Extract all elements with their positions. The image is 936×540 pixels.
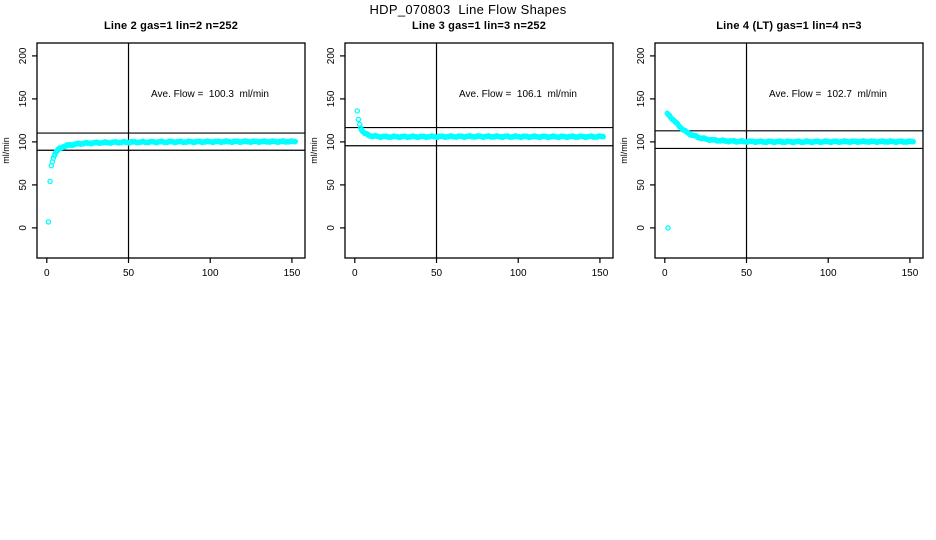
y-tick-label: 200	[18, 47, 29, 64]
y-tick-label: 100	[18, 133, 29, 150]
data-point	[355, 116, 362, 123]
plot-frame	[654, 42, 924, 259]
y-tick-label: 50	[18, 179, 29, 191]
panel-line-4: Line 4 (LT) gas=1 lin=4 n=3 Ave. Flow = …	[618, 20, 936, 308]
y-tick-label: 150	[326, 90, 337, 107]
data-point	[47, 178, 53, 185]
y-axis: 0 50 100 150 200	[636, 47, 655, 231]
x-axis: 0 50 100 150	[44, 258, 301, 279]
x-tick-label: 100	[820, 268, 837, 279]
page-title: HDP_070803 Line Flow Shapes	[369, 2, 567, 17]
y-tick-label: 50	[636, 179, 647, 191]
plot-frame	[344, 42, 614, 259]
y-tick-label: 200	[636, 47, 647, 64]
data-point	[600, 133, 606, 140]
data-point	[292, 138, 298, 145]
data-point	[910, 138, 916, 145]
y-tick-label: 0	[18, 225, 29, 231]
y-axis-label: ml/min	[309, 137, 319, 164]
chart-svg: 0 50 100 150 0 50 100 150 200 ml/min	[1, 42, 306, 279]
y-tick-label: 100	[326, 133, 337, 150]
x-tick-label: 100	[202, 268, 219, 279]
reference-lines	[655, 43, 923, 258]
y-tick-label: 50	[326, 179, 337, 191]
x-tick-label: 0	[352, 268, 358, 279]
x-axis: 0 50 100 150	[662, 258, 919, 279]
x-tick-label: 0	[44, 268, 50, 279]
data-point	[45, 219, 52, 225]
y-axis: 0 50 100 150 200	[18, 47, 37, 231]
data-point	[665, 225, 671, 231]
x-tick-label: 150	[902, 268, 919, 279]
panel-line-3: Line 3 gas=1 lin=3 n=252 Ave. Flow = 106…	[308, 20, 626, 308]
y-axis-label: ml/min	[619, 137, 629, 164]
x-tick-label: 100	[510, 268, 527, 279]
x-tick-label: 50	[431, 268, 443, 279]
y-tick-label: 0	[636, 225, 647, 231]
y-tick-label: 200	[326, 47, 337, 64]
scatter-series	[45, 138, 298, 225]
y-axis-label: ml/min	[1, 137, 11, 164]
plot-frame	[36, 42, 306, 259]
y-axis: 0 50 100 150 200	[326, 47, 345, 231]
y-tick-label: 0	[326, 225, 337, 231]
y-tick-label: 100	[636, 133, 647, 150]
reference-lines	[37, 43, 305, 258]
x-tick-label: 50	[123, 268, 135, 279]
ave-flow-annotation: Ave. Flow = 106.1 ml/min	[459, 89, 577, 100]
x-tick-label: 0	[662, 268, 668, 279]
panel-title: Line 3 gas=1 lin=3 n=252	[411, 20, 547, 32]
panel-line-2: Line 2 gas=1 lin=2 n=252 Ave. Flow = 100…	[0, 20, 318, 308]
y-tick-label: 150	[18, 90, 29, 107]
reference-lines	[345, 43, 613, 258]
scatter-series	[664, 110, 916, 231]
x-tick-label: 150	[592, 268, 609, 279]
panel-title: Line 2 gas=1 lin=2 n=252	[103, 20, 239, 32]
panel-title: Line 4 (LT) gas=1 lin=4 n=3	[716, 20, 862, 32]
chart-svg: 0 50 100 150 0 50 100 150 200 ml/min	[309, 42, 614, 279]
x-tick-label: 150	[284, 268, 301, 279]
ave-flow-annotation: Ave. Flow = 102.7 ml/min	[769, 89, 887, 100]
x-axis: 0 50 100 150	[352, 258, 609, 279]
x-tick-label: 50	[741, 268, 753, 279]
y-tick-label: 150	[636, 90, 647, 107]
chart-svg: 0 50 100 150 0 50 100 150 200 ml/min	[619, 42, 924, 279]
data-point	[354, 108, 361, 114]
scatter-series	[354, 108, 606, 141]
data-point	[356, 121, 363, 128]
ave-flow-annotation: Ave. Flow = 100.3 ml/min	[151, 89, 269, 100]
